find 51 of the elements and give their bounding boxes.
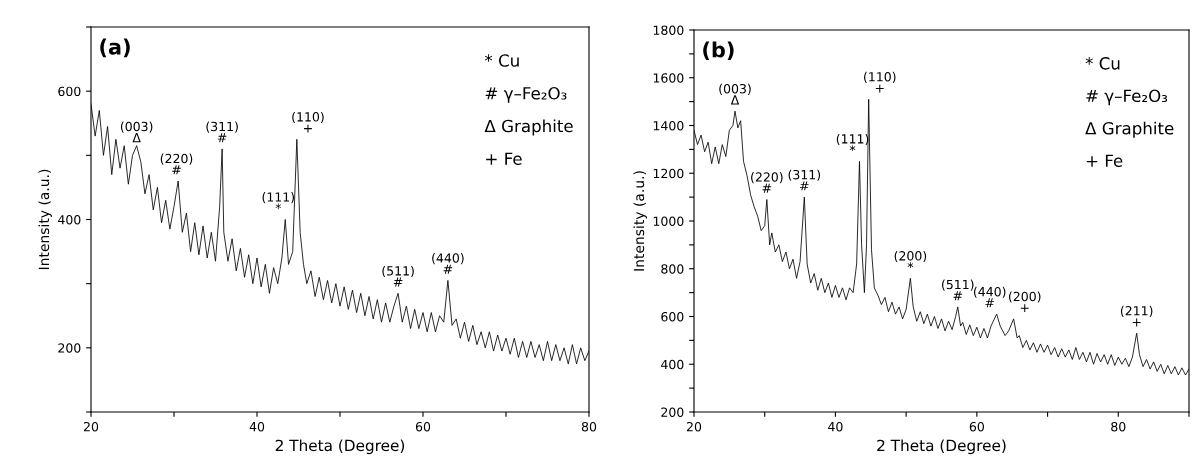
y-axis-title: Intensity (a.u.)	[633, 171, 647, 271]
y-tick-label: 400	[661, 359, 684, 370]
x-tick-label: 20	[83, 421, 99, 432]
annotation: (220) #	[751, 172, 783, 193]
annotation: * Cu	[484, 54, 519, 67]
annotation: (110) +	[864, 71, 896, 93]
y-tick-label: 1600	[653, 73, 684, 83]
y-axis-title: Intensity (a.u.)	[38, 169, 52, 270]
annotation: (200) *	[894, 250, 927, 268]
annotation: (311) #	[788, 169, 821, 191]
annotation: (200) +	[1009, 291, 1041, 313]
annotation: Δ Graphite	[1085, 121, 1174, 138]
annotation: (511) #	[382, 265, 414, 287]
x-tick-label: 20	[686, 421, 702, 432]
y-tick-label: 200	[661, 407, 684, 417]
annotation: (220) #	[160, 153, 193, 175]
y-tick-label: 200	[58, 343, 81, 353]
annotation: + Fe	[1086, 154, 1123, 168]
annotation: (111) *	[836, 133, 869, 151]
y-tick-label: 600	[58, 86, 81, 97]
y-tick-label: 1200	[653, 168, 684, 179]
annotation: (440) #	[432, 253, 464, 274]
x-axis-title: 2 Theta (Degree)	[275, 439, 405, 455]
x-tick-label: 40	[828, 421, 843, 432]
annotation: (003) Δ	[719, 83, 751, 105]
annotation: (440) #	[973, 286, 1006, 308]
x-tick-label: 60	[415, 421, 431, 432]
annotation: (110) +	[292, 111, 324, 133]
annotation: * Cu	[1085, 57, 1120, 70]
y-tick-label: 1800	[653, 25, 684, 35]
x-axis-title: 2 Theta (Degree)	[877, 439, 1006, 455]
y-tick-label: 800	[661, 264, 684, 274]
y-tick-label: 1000	[653, 216, 684, 226]
y-tick-label: 1400	[653, 120, 684, 131]
annotation: # γ–Fe₂O₃	[485, 86, 567, 103]
annotation: (111) *	[262, 192, 295, 210]
x-tick-label: 60	[969, 421, 984, 432]
text: (a)	[100, 38, 130, 58]
chart-title: (b)	[703, 41, 734, 61]
x-tick-label: 40	[249, 421, 265, 432]
annotation: (511) #	[942, 279, 974, 301]
annotation: Δ Graphite	[484, 119, 573, 136]
y-tick-label: 400	[58, 214, 81, 225]
annotation: + Fe	[486, 152, 522, 166]
x-tick-label: 80	[1111, 421, 1126, 432]
annotation: (211) +	[1120, 305, 1153, 327]
y-tick-label: 600	[661, 311, 684, 322]
annotation: (311) #	[206, 121, 238, 143]
x-tick-label: 80	[581, 421, 597, 432]
annotation: # γ–Fe₂O₃	[1086, 89, 1168, 106]
annotation: (003) Δ	[120, 121, 153, 143]
